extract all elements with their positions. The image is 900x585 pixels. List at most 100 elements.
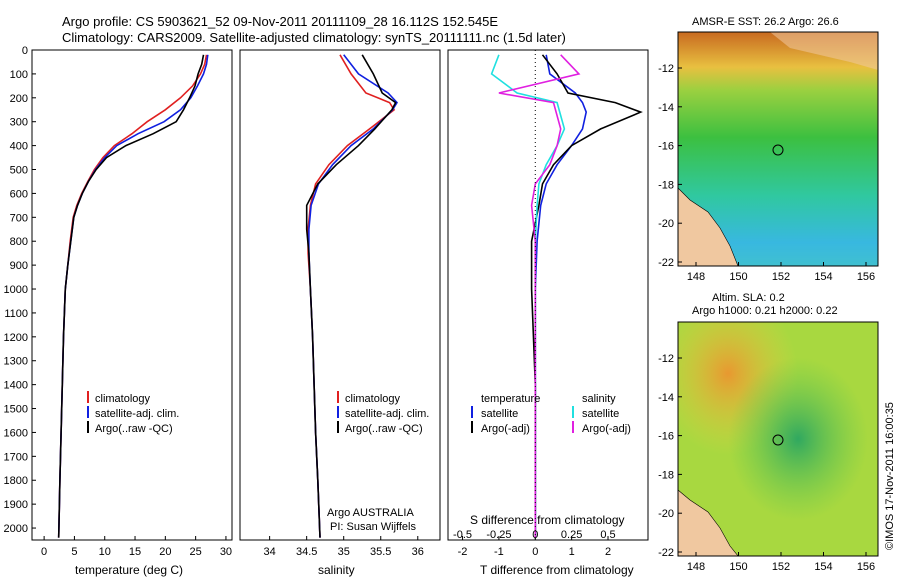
x-tick-label: 34.5 <box>296 546 317 558</box>
map-y-tick-label: -12 <box>658 353 674 365</box>
depth-tick-label: 600 <box>10 188 28 200</box>
sla-map-axes: 148 150 152 154 156 -12 -14 -16 -18 -20 -22 <box>658 353 875 573</box>
salinity-xlabel: salinity <box>318 563 355 577</box>
imos-stamp: ©IMOS 17-Nov-2011 16:00:35 <box>884 402 896 550</box>
map-y-tick-label: -12 <box>658 63 674 75</box>
legend-t-argo: Argo(-adj) <box>481 423 530 435</box>
temperature-panel <box>31 49 233 541</box>
difference-xlabel: T difference from climatology <box>480 563 634 577</box>
map-x-tick-label: 154 <box>814 561 832 573</box>
map-x-tick-label: 150 <box>729 271 747 283</box>
map-x-tick-label: 148 <box>687 271 705 283</box>
map-y-tick-label: -18 <box>658 469 674 481</box>
land-top <box>770 32 878 70</box>
map-x-tick-label: 152 <box>772 271 790 283</box>
depth-tick-label: 1100 <box>4 308 28 320</box>
s-tick-label: -0.5 <box>453 529 472 541</box>
series-line-1 <box>530 54 643 538</box>
depth-tick-label: 200 <box>10 93 28 105</box>
series-line-0 <box>57 54 208 538</box>
series-line-1 <box>57 54 209 538</box>
depth-tick-label: 1500 <box>4 404 28 416</box>
legend-satellite: satellite-adj. clim. <box>345 408 429 420</box>
map-x-tick-label: 156 <box>857 561 875 573</box>
s-tick-label: -0.25 <box>486 529 511 541</box>
s-tick-label: 0.25 <box>561 529 582 541</box>
depth-tick-label: 1200 <box>4 332 28 344</box>
temperature-plot: 0 5 10 15 20 25 30 <box>41 54 232 558</box>
depth-tick-label: 0 <box>22 45 28 57</box>
depth-tick-label: 800 <box>10 236 28 248</box>
depth-tick-label: 1700 <box>4 451 28 463</box>
depth-tick-label: 1400 <box>4 380 28 392</box>
x-tick-label: 25 <box>190 546 202 558</box>
depth-tick-label: 300 <box>10 117 28 129</box>
map-y-tick-label: -14 <box>658 392 674 404</box>
depth-tick-label: 500 <box>10 165 28 177</box>
map-y-tick-label: -20 <box>658 218 674 230</box>
s-tick-label: 0.5 <box>600 529 615 541</box>
difference-panel <box>447 49 649 541</box>
legend-climatology: climatology <box>95 393 151 405</box>
legend-temperature: temperature <box>481 393 540 405</box>
map-y-tick-label: -14 <box>658 102 674 114</box>
legend-climatology: climatology <box>345 393 401 405</box>
map-y-tick-label: -16 <box>658 141 674 153</box>
x-tick-label: 35.5 <box>370 546 391 558</box>
legend-s-argo: Argo(-adj) <box>582 423 631 435</box>
map-y-tick-label: -20 <box>658 508 674 520</box>
legend-s-satellite: satellite <box>582 408 619 420</box>
legend-argo: Argo(..raw -QC) <box>345 423 423 435</box>
series-line-2 <box>57 54 205 538</box>
temperature-legend: climatology satellite-adj. clim. Argo(..… <box>87 391 179 435</box>
x-tick-label: 5 <box>71 546 77 558</box>
x-tick-label: 20 <box>159 546 171 558</box>
legend-t-satellite: satellite <box>481 408 518 420</box>
header-line2: Climatology: CARS2009. Satellite-adjuste… <box>62 30 566 45</box>
depth-tick-label: 2000 <box>4 523 28 535</box>
map-y-tick-label: -22 <box>658 547 674 559</box>
s-tick-label: 0 <box>532 529 538 541</box>
series-line-3 <box>498 54 581 538</box>
sst-map-title: AMSR-E SST: 26.2 Argo: 26.6 <box>692 16 839 28</box>
map-x-tick-label: 148 <box>687 561 705 573</box>
salinity-legend: climatology satellite-adj. clim. Argo(..… <box>337 391 429 435</box>
depth-tick-label: 1300 <box>4 356 28 368</box>
salinity-annotation-line1: Argo AUSTRALIA <box>327 507 414 519</box>
x-tick-label: -1 <box>494 546 504 558</box>
map-x-tick-label: 154 <box>814 271 832 283</box>
x-tick-label: -2 <box>458 546 468 558</box>
header-line1: Argo profile: CS 5903621_52 09-Nov-2011 … <box>62 14 498 29</box>
series-line-0 <box>307 54 396 538</box>
salinity-plot: 34 34.5 35 35.5 36 <box>264 54 424 558</box>
x-tick-label: 0 <box>532 546 538 558</box>
map-y-tick-label: -16 <box>658 431 674 443</box>
series-line-2 <box>305 54 397 538</box>
x-tick-label: 1 <box>569 546 575 558</box>
salinity-panel <box>239 49 441 541</box>
x-tick-label: 10 <box>99 546 111 558</box>
argo-location <box>772 144 784 156</box>
series-line-2 <box>490 54 566 538</box>
map-y-tick-label: -18 <box>658 179 674 191</box>
depth-tick-label: 1900 <box>4 499 28 511</box>
argo-location <box>772 434 784 446</box>
depth-tick-label: 400 <box>10 141 28 153</box>
legend-salinity: salinity <box>582 393 616 405</box>
depth-tick-label: 100 <box>10 69 28 81</box>
depth-tick-label: 1800 <box>4 475 28 487</box>
temperature-xlabel: temperature (deg C) <box>75 563 183 577</box>
x-tick-label: 30 <box>220 546 232 558</box>
sst-map-axes: 148 150 152 154 156 -12 -14 -16 -18 -20 -22 <box>658 63 875 283</box>
x-tick-label: 2 <box>605 546 611 558</box>
x-tick-label: 0 <box>41 546 47 558</box>
depth-axis: 0 100 200 300 400 500 600 700 800 900 1000 1100 1200… <box>4 45 36 535</box>
x-tick-label: 36 <box>412 546 424 558</box>
x-tick-label: 34 <box>264 546 276 558</box>
map-x-tick-label: 150 <box>729 561 747 573</box>
depth-tick-label: 700 <box>10 212 28 224</box>
sst-map <box>677 31 879 267</box>
sla-map-title-line2: Argo h1000: 0.21 h2000: 0.22 <box>692 305 838 317</box>
sla-map-title-line1: Altim. SLA: 0.2 <box>712 292 785 304</box>
